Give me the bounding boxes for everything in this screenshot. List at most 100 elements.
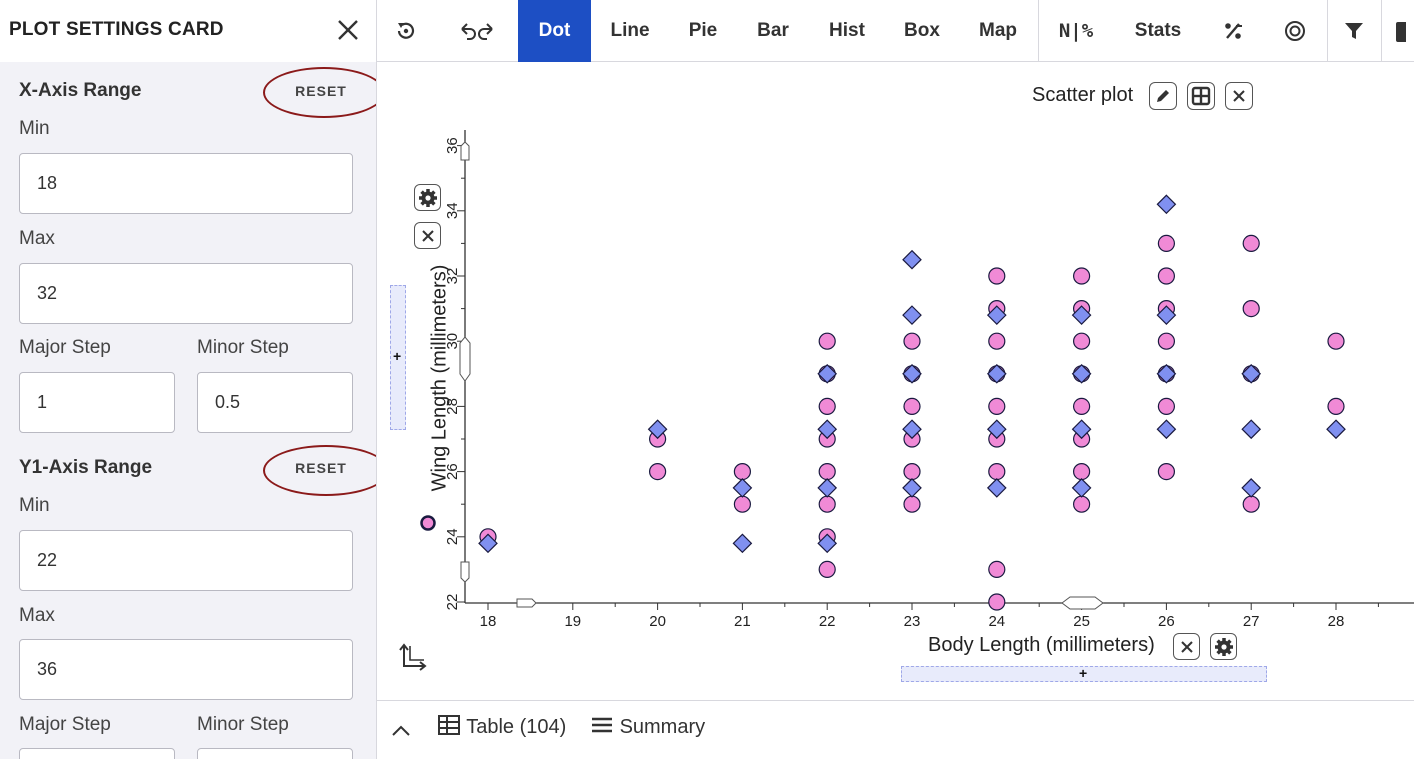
clipboard-button[interactable]	[1382, 0, 1414, 62]
data-point-diamond[interactable]	[986, 478, 1007, 498]
data-point-diamond[interactable]	[902, 419, 922, 440]
data-point-circle[interactable]	[988, 267, 1006, 285]
x-minor-step-input[interactable]: 0.5	[197, 372, 353, 433]
data-point-diamond[interactable]	[902, 363, 922, 384]
y-min-input[interactable]: 22	[19, 530, 353, 591]
data-point-diamond[interactable]	[1156, 419, 1177, 440]
data-point-diamond[interactable]	[1156, 363, 1177, 384]
data-point-circle[interactable]	[818, 332, 836, 350]
tab-box[interactable]: Box	[904, 20, 940, 41]
x-axis-settings-button[interactable]	[1210, 633, 1237, 660]
grid-layout-button[interactable]	[1187, 82, 1215, 110]
tab-bar[interactable]: Bar	[757, 20, 789, 41]
data-point-circle[interactable]	[903, 332, 921, 350]
data-point-diamond[interactable]	[986, 305, 1007, 325]
data-point-diamond[interactable]	[817, 478, 838, 498]
data-point-circle[interactable]	[1157, 234, 1176, 252]
data-point-circle[interactable]	[988, 463, 1006, 481]
data-point-circle[interactable]	[903, 463, 921, 481]
data-point-diamond[interactable]	[732, 478, 753, 498]
x-axis-reset-button[interactable]: RESET	[295, 83, 347, 99]
y-major-step-input[interactable]	[19, 748, 175, 759]
target-button[interactable]	[1264, 0, 1326, 62]
x-min-input[interactable]: 18	[19, 153, 353, 214]
data-point-circle[interactable]	[1157, 332, 1176, 350]
data-point-diamond[interactable]	[1241, 419, 1262, 440]
x-max-input[interactable]: 32	[19, 263, 353, 324]
swap-axes-button[interactable]	[398, 642, 428, 672]
edit-title-button[interactable]	[1149, 82, 1177, 110]
data-point-diamond[interactable]	[817, 533, 838, 554]
data-point-diamond[interactable]	[647, 419, 668, 440]
data-point-circle[interactable]	[903, 495, 921, 513]
data-point-diamond[interactable]	[1156, 194, 1177, 215]
y-max-input[interactable]: 36	[19, 639, 353, 700]
data-point-circle[interactable]	[903, 397, 921, 415]
data-point-circle[interactable]	[1072, 463, 1091, 481]
y-axis-drop-zone[interactable]	[390, 285, 406, 430]
data-point-diamond[interactable]	[1241, 363, 1262, 384]
y-minor-step-input[interactable]	[197, 748, 353, 759]
table-button[interactable]: Table (104)	[437, 714, 566, 739]
summary-button[interactable]: Summary	[590, 714, 705, 739]
y-axis-remove-button[interactable]	[414, 222, 441, 249]
close-plot-button[interactable]	[1225, 82, 1253, 110]
data-point-diamond[interactable]	[1071, 363, 1092, 384]
data-point-circle[interactable]	[818, 463, 836, 481]
data-point-diamond[interactable]	[817, 419, 838, 440]
x-major-step-input[interactable]: 1	[19, 372, 175, 433]
data-point-circle[interactable]	[818, 495, 836, 513]
tab-pie[interactable]: Pie	[688, 20, 718, 41]
data-point-circle[interactable]	[988, 560, 1006, 578]
data-point-circle[interactable]	[1327, 397, 1345, 415]
data-point-circle[interactable]	[1157, 463, 1176, 481]
data-point-diamond[interactable]	[1071, 419, 1092, 440]
data-point-diamond[interactable]	[1241, 478, 1262, 498]
stats-button[interactable]: Stats	[1134, 20, 1182, 41]
data-point-diamond[interactable]	[1326, 419, 1346, 440]
data-point-circle[interactable]	[988, 332, 1006, 350]
percent-button[interactable]	[1202, 0, 1264, 62]
data-point-diamond[interactable]	[478, 533, 498, 554]
point-color-swatch[interactable]	[420, 515, 436, 531]
tab-dot[interactable]: Dot	[518, 0, 591, 62]
data-point-circle[interactable]	[1157, 397, 1176, 415]
data-point-circle[interactable]	[988, 397, 1006, 415]
y-max-handle[interactable]	[460, 141, 470, 161]
data-point-diamond[interactable]	[1156, 305, 1177, 325]
x-min-handle[interactable]	[516, 598, 537, 608]
data-point-diamond[interactable]	[986, 363, 1007, 384]
y-min-handle[interactable]	[460, 561, 470, 583]
tab-map[interactable]: Map	[979, 20, 1017, 41]
data-point-circle[interactable]	[1072, 267, 1091, 285]
data-point-diamond[interactable]	[902, 249, 922, 270]
x-pan-handle[interactable]	[1061, 596, 1104, 610]
y-axis-settings-button[interactable]	[414, 184, 441, 211]
data-point-diamond[interactable]	[902, 478, 922, 498]
data-point-diamond[interactable]	[902, 305, 922, 325]
x-axis-drop-zone[interactable]	[901, 666, 1267, 682]
y-axis-reset-button[interactable]: RESET	[295, 460, 347, 476]
data-point-circle[interactable]	[988, 593, 1006, 611]
data-point-circle[interactable]	[1072, 332, 1091, 350]
data-point-circle[interactable]	[1242, 300, 1260, 318]
data-point-circle[interactable]	[1327, 332, 1345, 350]
count-percent-button[interactable]: N|%	[1058, 20, 1094, 42]
data-point-circle[interactable]	[818, 560, 836, 578]
data-point-circle[interactable]	[733, 463, 751, 481]
data-point-circle[interactable]	[818, 397, 836, 415]
data-point-diamond[interactable]	[817, 363, 838, 384]
data-point-diamond[interactable]	[1071, 478, 1092, 498]
rescale-button[interactable]	[377, 0, 435, 62]
data-point-circle[interactable]	[1072, 495, 1091, 513]
y-pan-handle[interactable]	[459, 336, 471, 382]
undo-redo-button[interactable]	[435, 0, 518, 62]
data-point-diamond[interactable]	[1071, 305, 1092, 325]
data-point-diamond[interactable]	[986, 419, 1007, 440]
data-point-circle[interactable]	[1157, 267, 1176, 285]
data-point-circle[interactable]	[1242, 234, 1260, 252]
data-point-circle[interactable]	[649, 463, 667, 481]
data-point-circle[interactable]	[733, 495, 751, 513]
tab-hist[interactable]: Hist	[829, 20, 865, 41]
close-panel-button[interactable]	[334, 16, 362, 44]
